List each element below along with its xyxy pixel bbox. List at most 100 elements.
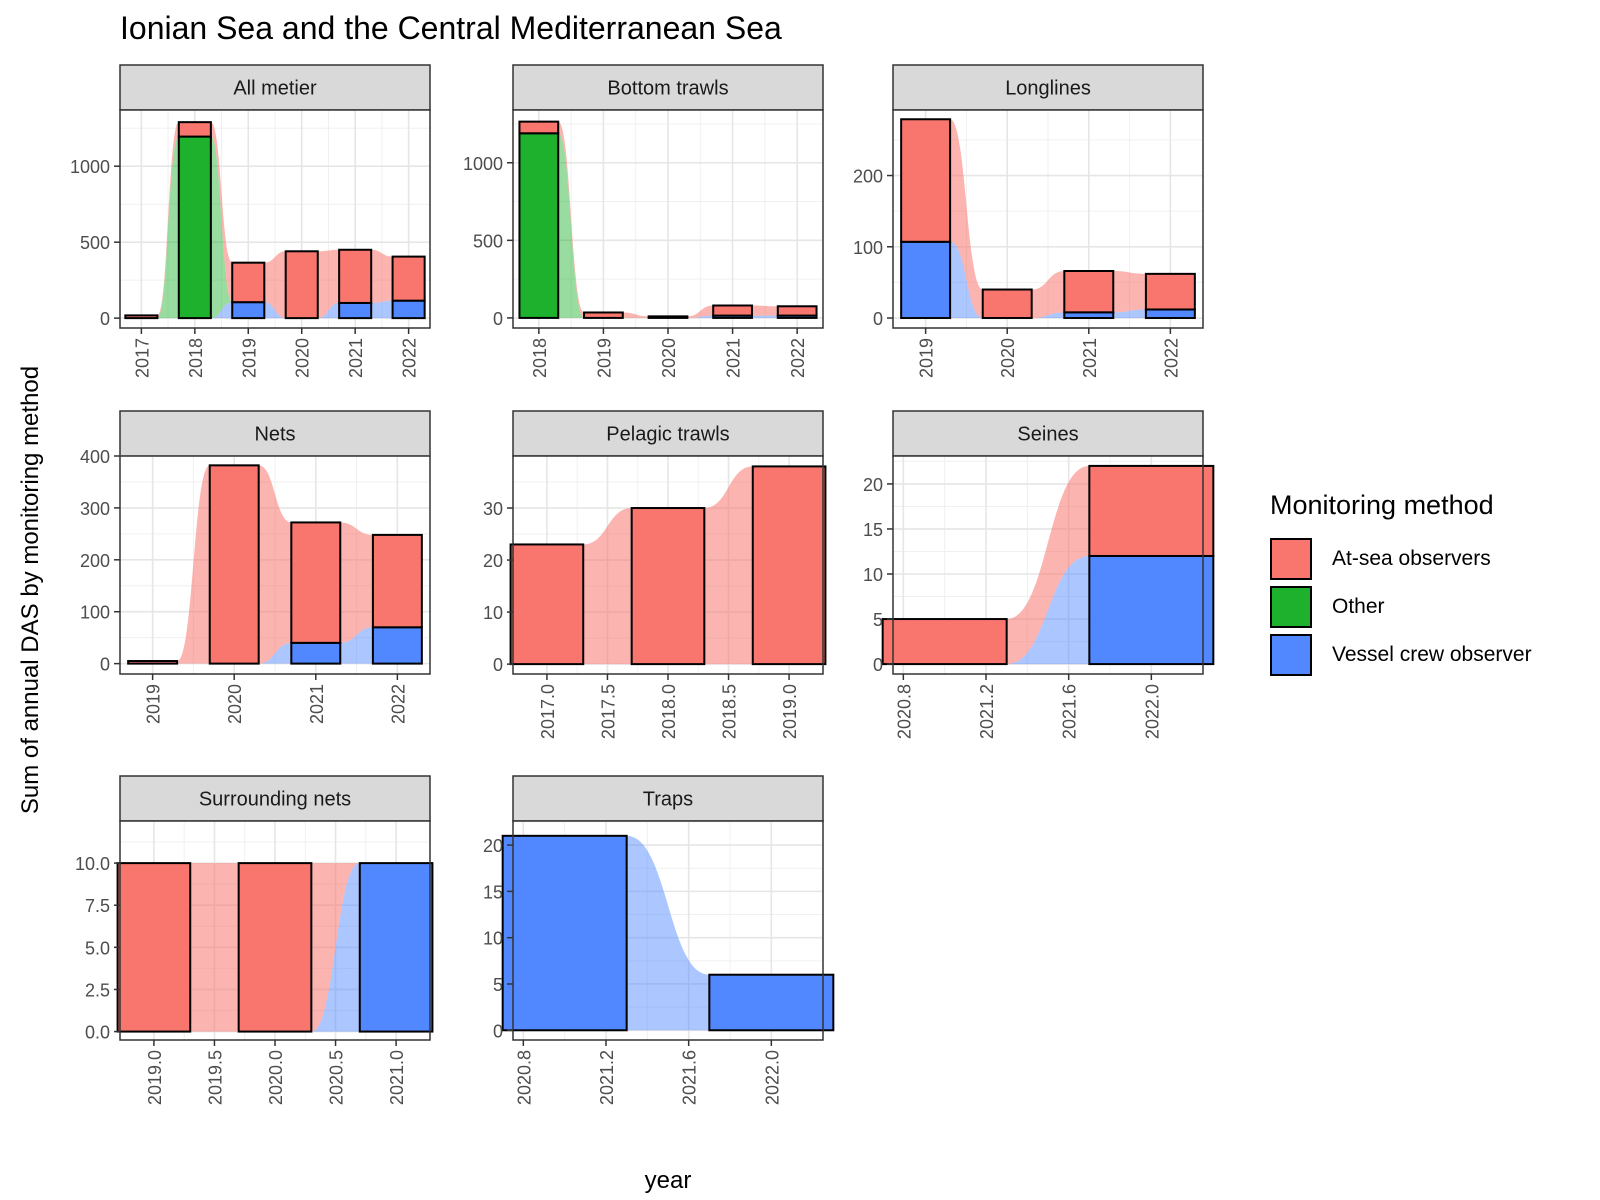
x-axis-title: year — [645, 1167, 692, 1194]
flow-band-at-sea-observers — [1113, 271, 1146, 313]
x-tick-label: 2021 — [724, 338, 744, 378]
flow-band-at-sea-observers — [210, 122, 233, 303]
x-tick-label: 2022 — [388, 684, 408, 724]
y-tick-label: 400 — [80, 447, 110, 467]
x-tick-label: 2020.8 — [894, 684, 914, 739]
flow-band-at-sea-observers — [177, 465, 210, 664]
x-tick-label: 2021.0 — [387, 1050, 407, 1105]
facet-strip-label: All metier — [233, 78, 317, 100]
x-tick-label: 2022 — [1161, 338, 1181, 378]
y-tick-label: 0 — [873, 309, 883, 329]
bar-at-sea-observers-2017 — [124, 314, 159, 320]
bar-vessel-crew-observer-2022 — [1088, 554, 1215, 666]
y-tick-label: 100 — [853, 238, 883, 258]
y-tick-label: 0 — [493, 1021, 503, 1041]
y-tick-label: 500 — [473, 231, 503, 251]
bar-at-sea-observers-2019 — [583, 311, 624, 319]
x-tick-label: 2021.2 — [597, 1050, 617, 1105]
bar-at-sea-observers-2018 — [518, 120, 560, 135]
bar-at-sea-observers-2018 — [177, 121, 212, 138]
facet-strip-label: Bottom trawls — [607, 78, 728, 100]
x-tick-label: 2020 — [293, 338, 313, 378]
y-tick-label: 1000 — [463, 154, 503, 174]
x-tick-label: 2020 — [998, 338, 1018, 378]
flow-band-vessel-crew-observer — [340, 627, 373, 664]
x-tick-label: 2019 — [594, 338, 614, 378]
legend-label: At-sea observers — [1332, 547, 1491, 570]
x-tick-label: 2018 — [186, 338, 206, 378]
flow-band-vessel-crew-observer — [210, 302, 233, 319]
y-tick-label: 0.0 — [85, 1023, 110, 1043]
y-tick-label: 7.5 — [85, 896, 110, 916]
flow-band-at-sea-observers — [190, 863, 239, 1032]
x-tick-label: 2019 — [239, 338, 259, 378]
facet-longlines: Longlines 0 100 200 2019 2020 2021 2022 — [853, 64, 1204, 378]
y-tick-label: 20 — [863, 475, 883, 495]
bar-at-sea-observers-2018 — [630, 507, 706, 666]
y-tick-label: 5 — [873, 610, 883, 630]
legend-item-vessel-crew-observer: Vessel crew observer — [1270, 631, 1532, 679]
x-tick-label: 2021 — [346, 338, 366, 378]
y-tick-label: 5 — [493, 975, 503, 995]
y-tick-label: 15 — [863, 520, 883, 540]
legend-item-other: Other — [1270, 583, 1532, 631]
flow-band-at-sea-observers — [1006, 465, 1090, 665]
y-tick-label: 200 — [80, 551, 110, 571]
bar-at-sea-observers-2019 — [751, 465, 827, 666]
bar-vessel-crew-observer-2022 — [1144, 308, 1196, 320]
bar-vessel-crew-observer-2019 — [231, 301, 266, 320]
flow-band-other — [210, 136, 233, 319]
facet-strip — [512, 775, 824, 822]
legend-label: Other — [1332, 595, 1385, 618]
bar-vessel-crew-observer-2021 — [358, 862, 434, 1033]
facet-surrounding-nets: Surrounding nets 0.0 2.5 5.0 7.5 10.0 2019.0 20… — [75, 775, 434, 1105]
facet-strip-label: Pelagic trawls — [606, 424, 729, 446]
facet-pelagic-trawls: Pelagic trawls 0 10 20 30 2017.0 2017.5 2018.0 2… — [483, 410, 827, 739]
y-tick-label: 20 — [483, 551, 503, 571]
legend-title: Monitoring method — [1270, 490, 1494, 520]
panel-border — [892, 455, 1204, 675]
x-tick-label: 2019 — [144, 684, 164, 724]
y-tick-label: 300 — [80, 499, 110, 519]
bar-at-sea-observers-2020 — [647, 315, 689, 319]
bar-vessel-crew-observer-2021 — [501, 834, 628, 1032]
y-tick-label: 1000 — [70, 157, 110, 177]
x-tick-label: 2022 — [400, 338, 420, 378]
y-tick-label: 0 — [100, 655, 110, 675]
facet-strip — [119, 775, 431, 822]
x-tick-label: 2021.6 — [680, 1050, 700, 1105]
flow-band-at-sea-observers — [558, 121, 585, 318]
bar-at-sea-observers-2017 — [509, 543, 585, 666]
x-tick-label: 2019.0 — [780, 684, 800, 739]
x-tick-label: 2019.0 — [145, 1050, 165, 1105]
bar-at-sea-observers-2021 — [290, 521, 342, 644]
bar-at-sea-observers-2021 — [712, 304, 753, 317]
bar-at-sea-observers-2022 — [391, 255, 426, 302]
bar-at-sea-observers-2021 — [338, 248, 373, 304]
x-tick-label: 2018.5 — [720, 684, 740, 739]
bar-at-sea-observers-2020 — [237, 862, 313, 1033]
flow-band-vessel-crew-observer — [1113, 309, 1146, 319]
x-tick-label: 2019 — [917, 338, 937, 378]
panel-border — [512, 820, 824, 1041]
y-tick-label: 200 — [853, 167, 883, 187]
y-tick-label: 0 — [873, 655, 883, 675]
facet-strip — [892, 64, 1204, 111]
y-tick-label: 500 — [80, 233, 110, 253]
y-tick-label: 15 — [483, 882, 503, 902]
facet-traps: Traps 0 5 10 15 20 2020.8 2021.2 2021.6 2022.0 — [483, 775, 835, 1105]
facet-strip — [512, 410, 824, 457]
x-tick-label: 2022 — [788, 338, 808, 378]
y-tick-label: 30 — [483, 499, 503, 519]
flow-band-vessel-crew-observer — [371, 300, 393, 319]
x-tick-label: 2021.6 — [1060, 684, 1080, 739]
x-tick-label: 2020 — [659, 338, 679, 378]
x-tick-label: 2017 — [132, 338, 152, 378]
y-tick-label: 10 — [863, 565, 883, 585]
x-tick-label: 2020.8 — [514, 1050, 534, 1105]
bar-at-sea-observers-2019 — [116, 862, 192, 1033]
bar-at-sea-observers-2019 — [127, 660, 179, 665]
legend-key-vessel-crew-observer — [1270, 634, 1312, 676]
y-tick-label: 10 — [483, 603, 503, 623]
